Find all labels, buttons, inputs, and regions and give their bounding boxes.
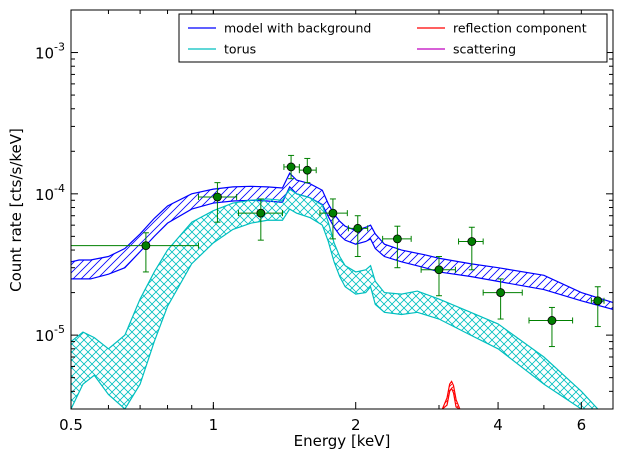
torus-lower-line: [71, 208, 598, 409]
model-with-background-band-fill: [71, 173, 613, 310]
data-marker: [353, 223, 363, 233]
legend-label-model-with-background: model with background: [224, 21, 371, 36]
data-point: [237, 198, 283, 241]
model-with-background-lower-line: [71, 185, 613, 311]
data-point: [382, 225, 412, 269]
x-tick-label: 1: [209, 416, 219, 434]
x-tick-label: 2: [351, 416, 361, 434]
data-marker: [392, 234, 402, 244]
data-point: [482, 278, 523, 320]
data-point: [590, 286, 605, 328]
legend-box: [178, 13, 608, 63]
axis-ticks: [70, 10, 614, 409]
data-marker: [141, 241, 151, 251]
data-point: [298, 157, 317, 184]
model-with-background-upper-line: [71, 172, 613, 304]
data-point: [458, 226, 484, 271]
data-marker: [302, 165, 312, 175]
data-marker: [434, 265, 444, 275]
x-tick-labels: 0.5 1 2 4 6: [59, 416, 586, 434]
model-bands: [71, 172, 613, 409]
data-marker: [256, 208, 266, 218]
torus-upper-line: [71, 188, 599, 409]
data-points: [71, 154, 605, 348]
data-marker: [467, 237, 477, 246]
y-axis-title: Count rate [cts/s/keV]: [7, 128, 25, 292]
x-tick-label: 4: [493, 416, 503, 434]
data-marker: [213, 192, 222, 202]
data-point: [197, 182, 238, 223]
plot-frame: [70, 9, 614, 410]
torus-band-fill: [71, 189, 598, 409]
data-point: [71, 232, 199, 273]
data-marker: [328, 208, 338, 218]
data-point: [347, 215, 369, 258]
reflection-component-lower-line: [441, 387, 461, 409]
data-point: [528, 306, 574, 348]
y-tick-label: 10-4: [35, 182, 65, 204]
data-marker: [547, 316, 557, 325]
y-tick-labels: 10-5 10-4 10-3: [35, 41, 65, 346]
y-tick-label: 10-3: [35, 41, 65, 63]
reflection-component-upper-line: [441, 380, 461, 409]
legend: model with background torus reflection com…: [178, 13, 608, 63]
data-marker: [286, 162, 296, 172]
x-tick-label: 6: [577, 416, 587, 434]
x-tick-label: 0.5: [59, 416, 83, 434]
legend-label-scattering: scattering: [453, 42, 516, 57]
legend-label-torus: torus: [224, 42, 256, 57]
data-point: [420, 256, 456, 297]
y-tick-label: 10-5: [35, 323, 65, 345]
data-point: [319, 198, 348, 240]
data-point: [283, 154, 300, 180]
x-axis-title: Energy [keV]: [294, 432, 391, 450]
data-marker: [496, 288, 506, 297]
legend-label-reflection-component: reflection component: [453, 21, 587, 36]
data-marker: [593, 296, 603, 306]
